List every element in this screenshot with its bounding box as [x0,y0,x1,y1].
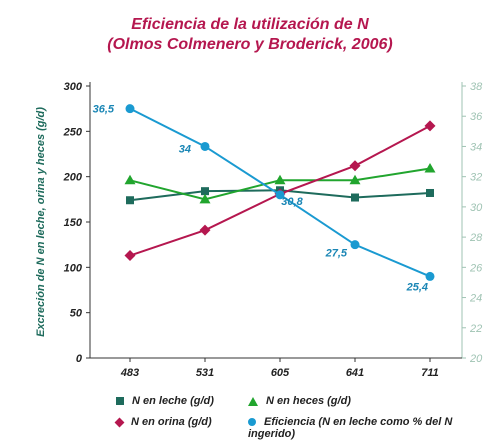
diamond-marker-icon [114,417,125,428]
left-tick-label: 0 [76,353,83,365]
data-point-heces [199,193,211,204]
data-point-heces [424,163,436,173]
left-tick-label: 150 [64,217,83,229]
x-tick-label: 641 [346,367,364,379]
data-label-eficiencia: 27,5 [325,248,348,260]
data-point-eficiencia [425,271,435,281]
right-tick-label: 24 [469,293,482,305]
data-label-eficiencia: 30,8 [281,196,303,208]
data-point-orina [199,224,211,236]
data-point-leche [426,188,434,197]
right-tick-label: 28 [469,232,483,244]
right-tick-label: 22 [469,323,482,335]
right-tick-label: 34 [470,141,482,153]
data-point-eficiencia [125,104,135,114]
data-point-eficiencia [275,190,285,200]
left-tick-label: 300 [64,81,83,93]
data-point-heces [349,174,361,185]
x-tick-label: 531 [196,367,214,379]
data-point-eficiencia [350,240,360,250]
data-point-heces [274,174,286,185]
circle-marker-icon [248,418,256,427]
right-tick-label: 36 [470,111,483,123]
legend-item-orina: N en orina (g/d) [114,416,212,428]
data-label-eficiencia: 34 [179,143,191,155]
data-point-heces [124,174,136,185]
left-tick-label: 100 [64,262,83,274]
y-axis-title: Excreción de N en leche, orina y heces (… [35,107,47,337]
data-label-eficiencia: 25,4 [406,281,428,293]
right-tick-label: 30 [470,202,483,214]
right-tick-label: 32 [470,172,482,184]
left-tick-label: 200 [63,172,83,184]
data-point-leche [201,187,209,196]
left-tick-label: 250 [63,126,83,138]
chart-subtitle: (Olmos Colmenero y Broderick, 2006) [107,36,393,53]
chart-title: Eficiencia de la utilización de N [131,16,369,33]
data-point-orina [424,120,436,132]
data-point-eficiencia [200,141,210,151]
legend-label-leche: N en leche (g/d) [132,395,214,407]
legend-label-eficiencia: Eficiencia (N en leche como % del N inge… [248,416,453,440]
right-tick-label: 26 [469,262,483,274]
right-tick-label: 20 [469,353,483,365]
data-label-eficiencia: 36,5 [93,104,115,116]
legend-item-leche: N en leche (g/d) [116,395,214,407]
right-tick-label: 38 [470,81,483,93]
legend-item-eficiencia: Eficiencia (N en leche como % del N inge… [248,416,500,440]
data-point-leche [126,196,134,205]
legend-label-orina: N en orina (g/d) [131,416,212,428]
data-point-orina [349,160,361,172]
data-point-leche [351,193,359,202]
x-tick-label: 605 [271,367,290,379]
data-point-orina [124,250,136,262]
legend-item-heces: N en heces (g/d) [248,395,351,407]
left-tick-label: 50 [70,308,83,320]
x-tick-label: 711 [421,367,439,379]
triangle-marker-icon [248,396,258,406]
square-marker-icon [116,397,124,406]
x-tick-label: 483 [120,367,139,379]
legend-label-heces: N en heces (g/d) [266,395,351,407]
